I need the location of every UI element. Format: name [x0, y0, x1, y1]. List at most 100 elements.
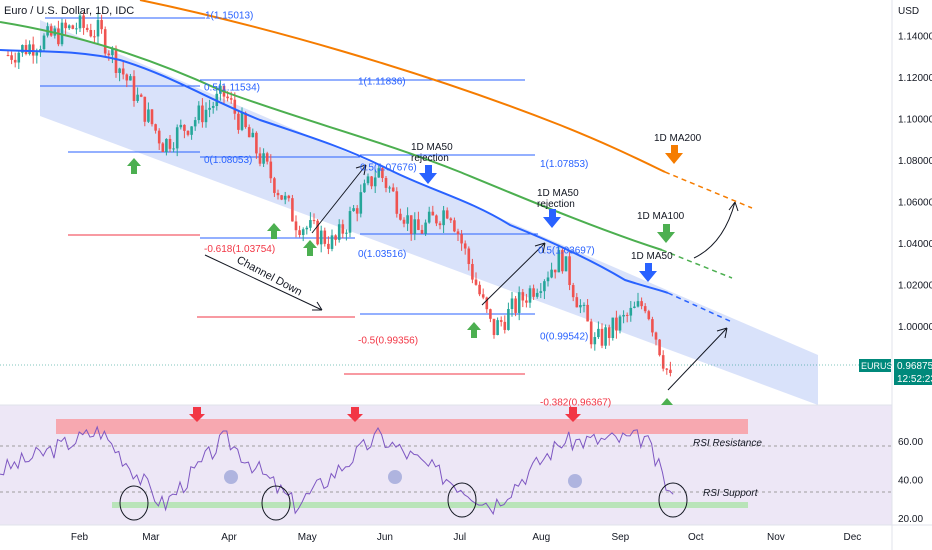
candle-body: [258, 153, 262, 164]
rsi-axis[interactable]: 60.00 40.00 20.00: [898, 437, 923, 525]
candle-body: [93, 36, 96, 38]
rsi-bullish-divergence-marker: [388, 470, 402, 484]
candle-body: [273, 178, 276, 193]
price-axis[interactable]: 1.14000 1.12000 1.10000 1.08000 1.06000 1.040…: [898, 31, 932, 374]
candle-body: [193, 120, 197, 127]
green-up-arrow: [661, 398, 673, 405]
candle-body: [424, 222, 427, 234]
green-up-arrow: [303, 240, 317, 256]
candle-body: [420, 229, 424, 234]
time-tick-label: Aug: [532, 532, 550, 543]
candle-body: [305, 227, 309, 230]
candle-body: [575, 297, 579, 308]
candle-body: [42, 35, 46, 50]
candle-body: [121, 68, 125, 75]
candle-body: [186, 130, 190, 135]
fib-label: 0(1.08053): [204, 155, 252, 166]
candle-body: [139, 94, 143, 97]
fib-label: 1(1.07853): [540, 159, 588, 170]
candle-body: [208, 107, 211, 110]
candle-body: [471, 264, 474, 280]
candle-body: [251, 132, 255, 138]
candle-body: [17, 52, 21, 63]
candle-body: [244, 112, 247, 128]
candle-body: [669, 369, 672, 373]
rsi-resistance-label: RSI Resistance: [693, 438, 762, 449]
price-tick-label: 1.04000: [898, 239, 932, 250]
candle-body: [172, 148, 175, 150]
time-tick-label: Dec: [844, 532, 862, 543]
currency-label: USD: [898, 6, 919, 17]
candle-body: [406, 215, 409, 224]
price-tick-label: 1.12000: [898, 73, 932, 84]
fib-label: 1(1.11836): [358, 76, 406, 87]
candle-body: [60, 22, 64, 45]
candle-body: [521, 292, 525, 301]
candle-body: [388, 187, 391, 189]
last-price-badge[interactable]: [894, 359, 932, 385]
diagonal-arrow: [311, 164, 367, 234]
candle-body: [543, 281, 546, 292]
ma200-marker-arrow: [665, 145, 683, 164]
candle-body: [377, 168, 381, 178]
candle-body: [211, 106, 215, 108]
candle-body: [370, 176, 373, 187]
candle-body: [546, 277, 550, 282]
candle-body: [481, 294, 485, 298]
candle-body: [597, 328, 600, 338]
candle-body: [111, 48, 114, 56]
rsi-support-zone: [112, 502, 748, 508]
candle-body: [445, 210, 449, 219]
candle-body: [49, 26, 53, 36]
blue-down-arrow: [639, 263, 657, 282]
candle-body: [85, 27, 89, 30]
last-price-label: 0.96875: [897, 361, 932, 372]
candle-body: [337, 224, 341, 240]
fib-label: -0.5(0.99356): [358, 335, 418, 346]
bar-countdown: 12:52:23: [897, 374, 932, 385]
candle-body: [276, 192, 280, 196]
candle-body: [103, 29, 107, 54]
candle-body: [625, 314, 629, 316]
candle-body: [474, 279, 478, 285]
ma200-projection: [664, 171, 753, 209]
candle-body: [532, 288, 535, 297]
candle-body: [107, 53, 111, 56]
candle-body: [71, 25, 75, 29]
symbol-badge[interactable]: [859, 359, 891, 372]
price-tick-label: 1.14000: [898, 31, 932, 42]
rsi-support-circle: [658, 482, 688, 518]
fib-label: 0.5(1.03697): [538, 245, 595, 256]
candle-body: [35, 52, 39, 56]
rsi-bullish-divergence-marker: [568, 474, 582, 488]
candle-body: [579, 305, 582, 308]
candle-body: [312, 220, 316, 222]
candle-body: [535, 292, 539, 297]
candle-body: [247, 127, 251, 138]
candle-body: [201, 105, 204, 123]
candle-body: [316, 220, 319, 245]
candle-body: [334, 235, 337, 240]
candle-body: [611, 317, 615, 338]
candle-body: [226, 96, 229, 99]
candle-body: [240, 112, 244, 130]
symbol-badge-label: EURUSD: [861, 361, 900, 371]
fib-label: -0.618(1.03754): [204, 244, 275, 255]
candle-body: [582, 304, 586, 306]
candle-body: [395, 191, 399, 214]
candle-body: [510, 298, 514, 309]
candle-body: [255, 132, 258, 154]
candle-body: [633, 306, 636, 308]
time-tick-label: Nov: [767, 532, 785, 543]
rsi-line: [0, 425, 674, 516]
candle-body: [165, 138, 168, 153]
candle-body: [478, 284, 481, 295]
price-tick-label: 1.10000: [898, 114, 932, 125]
candle-body: [233, 99, 237, 114]
ma100-label: 1D MA100: [637, 211, 685, 222]
rsi-support-circle: [447, 482, 477, 518]
candle-body: [132, 76, 136, 101]
time-axis[interactable]: Feb Mar Apr May Jun Jul Aug Sep Oct Nov Dec: [71, 532, 861, 543]
candle-body: [604, 327, 607, 346]
